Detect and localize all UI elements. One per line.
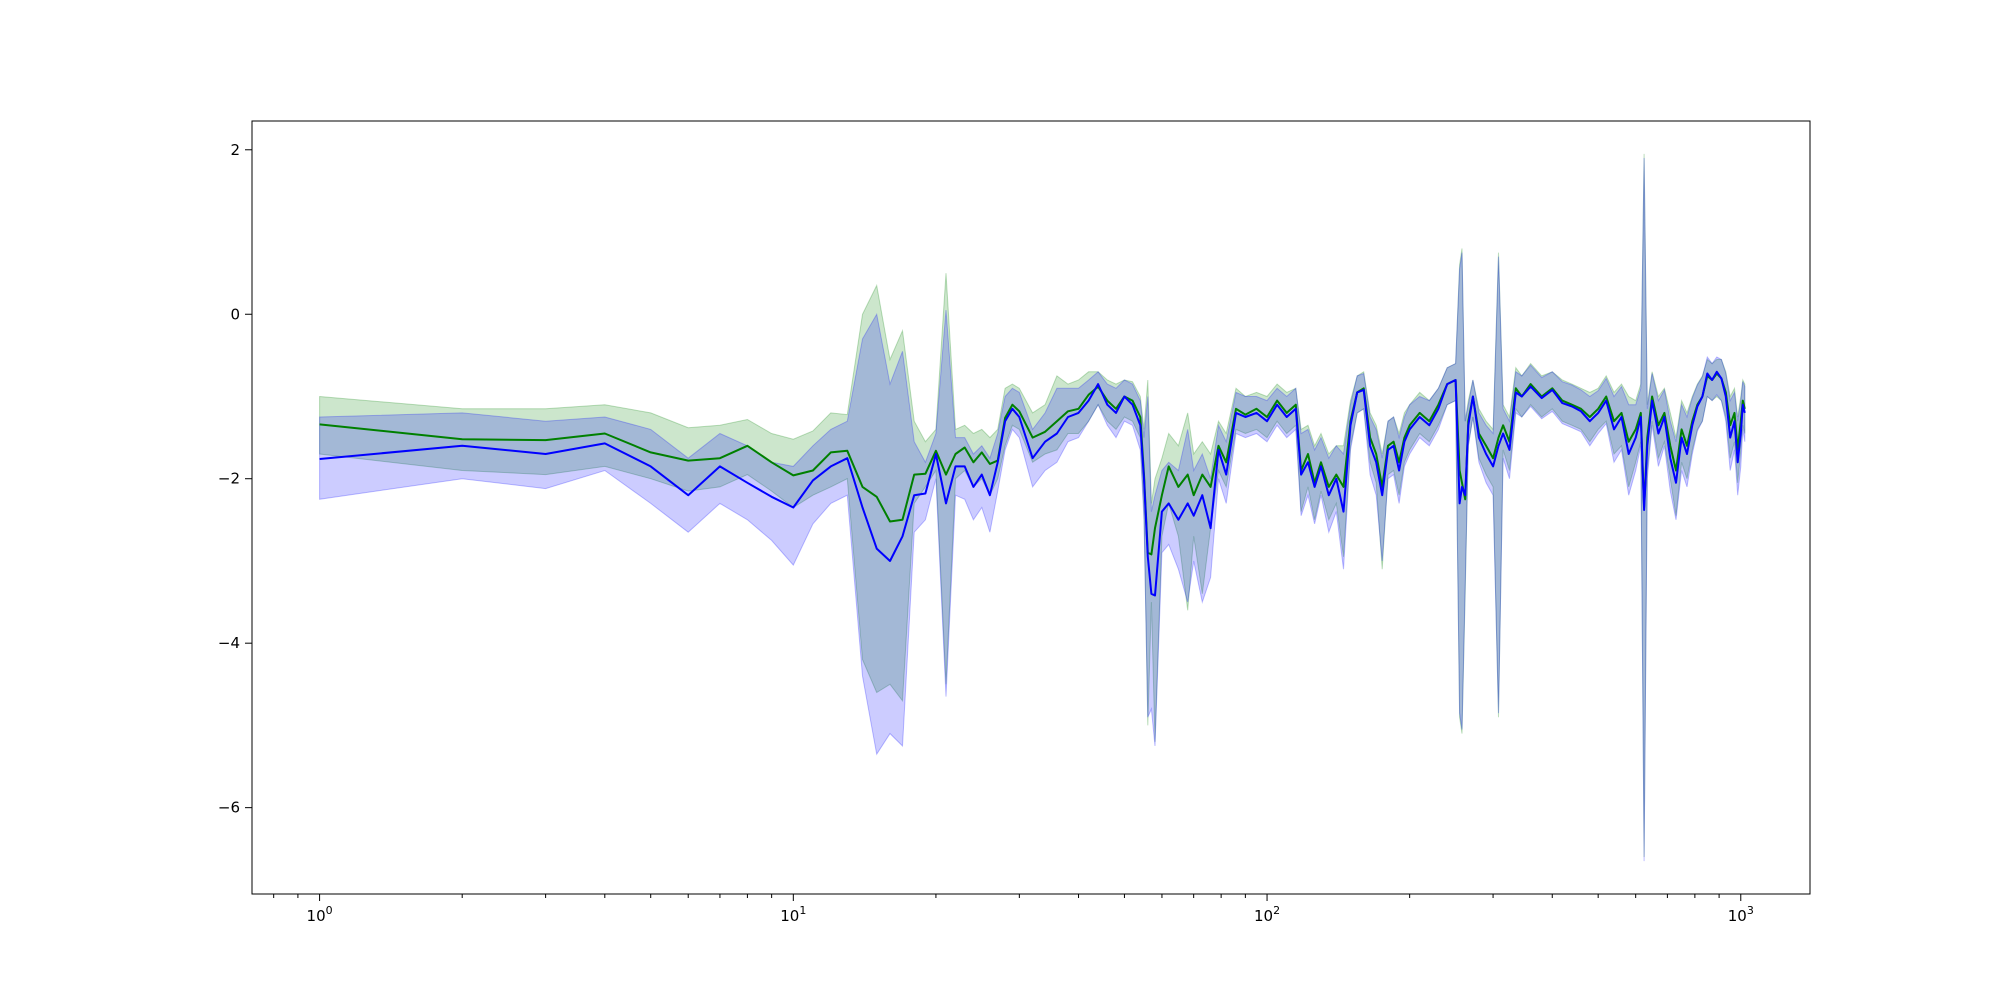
plot-area	[319, 153, 1746, 862]
y-tick-label: −4	[218, 634, 240, 652]
x-tick-label: 100	[307, 904, 333, 925]
series-lines	[319, 370, 1746, 597]
series-1-band	[319, 153, 1746, 858]
y-tick-label: −6	[218, 799, 240, 817]
y-axis: 2 0 −2 −4 −6	[218, 141, 252, 817]
axes-frame	[251, 120, 1811, 895]
series-2-band	[319, 157, 1746, 862]
y-tick-label: −2	[218, 470, 240, 488]
confidence-bands	[319, 153, 1746, 862]
y-tick-label: 2	[230, 141, 240, 159]
x-tick-label: 101	[780, 904, 806, 925]
x-axis: 100 101 102 103	[273, 894, 1754, 925]
series-2-line	[319, 370, 1746, 597]
y-tick-label: 0	[230, 305, 240, 323]
x-tick-label: 102	[1254, 904, 1280, 925]
x-tick-label: 103	[1728, 904, 1754, 925]
